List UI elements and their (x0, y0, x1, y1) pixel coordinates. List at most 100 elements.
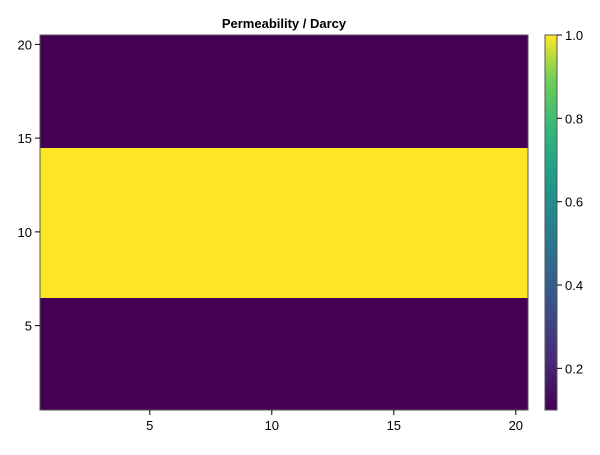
heatmap-cell (406, 297, 431, 317)
heatmap-cell (259, 53, 285, 73)
heatmap-cell (162, 128, 187, 148)
heatmap-cell (113, 391, 139, 411)
heatmap-cell (332, 91, 358, 111)
heatmap-cell (40, 166, 65, 186)
heatmap-cell (113, 335, 139, 355)
heatmap-cell (430, 203, 456, 223)
heatmap-cell (162, 391, 187, 411)
heatmap-cell (235, 335, 261, 355)
heatmap-cell (332, 222, 358, 242)
heatmap-cell (40, 110, 65, 130)
heatmap-cell (210, 203, 236, 223)
heatmap-cell (381, 53, 407, 73)
heatmap-cell (113, 203, 139, 223)
heatmap-cell (40, 241, 65, 261)
heatmap-cell (406, 260, 431, 280)
heatmap-cell (332, 53, 358, 73)
heatmap-cell (113, 222, 139, 242)
heatmap-cell (235, 222, 261, 242)
heatmap-cell (137, 110, 163, 130)
heatmap-cell (332, 166, 358, 186)
heatmap-cell (210, 297, 236, 317)
heatmap-cell (381, 335, 407, 355)
heatmap-cell (64, 335, 90, 355)
heatmap-cell (381, 72, 407, 92)
heatmap-cell (113, 35, 139, 55)
heatmap-cell (64, 91, 90, 111)
heatmap-cell (406, 166, 431, 186)
heatmap-cell (332, 335, 358, 355)
heatmap-cell (479, 203, 505, 223)
heatmap-cell (64, 35, 90, 55)
heatmap-cell (162, 260, 187, 280)
heatmap-cell (40, 147, 65, 167)
heatmap-cell (210, 147, 236, 167)
x-tick-label: 5 (146, 418, 153, 433)
heatmap-cell (162, 91, 187, 111)
heatmap-cell (284, 147, 309, 167)
heatmap-cell (308, 316, 334, 336)
heatmap-cell (235, 166, 261, 186)
heatmap-cell (64, 241, 90, 261)
heatmap-cell (308, 241, 334, 261)
heatmap-cell (503, 297, 529, 317)
heatmap-cell (479, 185, 505, 205)
heatmap-cell (332, 110, 358, 130)
heatmap-cell (479, 53, 505, 73)
heatmap-cell (503, 260, 529, 280)
heatmap-cell (357, 147, 383, 167)
heatmap-cell (64, 147, 90, 167)
heatmap-cell (88, 391, 114, 411)
heatmap-cell (332, 147, 358, 167)
heatmap-cell (64, 53, 90, 73)
heatmap-cell (186, 128, 212, 148)
heatmap-cell (430, 110, 456, 130)
heatmap-cell (186, 35, 212, 55)
heatmap-cell (430, 222, 456, 242)
heatmap-cell (332, 35, 358, 55)
heatmap-cell (430, 297, 456, 317)
heatmap-cell (406, 203, 431, 223)
heatmap-cell (308, 335, 334, 355)
heatmap-cell (406, 335, 431, 355)
heatmap-cell (479, 222, 505, 242)
heatmap-cell (259, 241, 285, 261)
heatmap-cell (479, 297, 505, 317)
heatmap-cell (64, 110, 90, 130)
heatmap-cell (308, 91, 334, 111)
heatmap-cell (381, 260, 407, 280)
heatmap-cell (210, 353, 236, 373)
heatmap-cell (503, 203, 529, 223)
heatmap-cell (40, 203, 65, 223)
heatmap-cell (88, 260, 114, 280)
heatmap-cell (503, 166, 529, 186)
heatmap-cell (479, 35, 505, 55)
heatmap-cell (308, 128, 334, 148)
heatmap-cell (308, 147, 334, 167)
heatmap-cell (40, 53, 65, 73)
x-tick-label: 20 (509, 418, 523, 433)
heatmap-cell (186, 260, 212, 280)
heatmap-cell (381, 241, 407, 261)
heatmap-cell (137, 35, 163, 55)
heatmap-cell (308, 72, 334, 92)
heatmap-cell (406, 391, 431, 411)
heatmap-cell (284, 372, 309, 392)
heatmap-cell (308, 260, 334, 280)
heatmap-cell (406, 53, 431, 73)
heatmap-cell (308, 353, 334, 373)
heatmap-cell (503, 110, 529, 130)
heatmap-cell (210, 166, 236, 186)
heatmap-cell (479, 353, 505, 373)
heatmap-cell (406, 110, 431, 130)
heatmap-cell (430, 91, 456, 111)
heatmap-cell (381, 147, 407, 167)
heatmap-cell (186, 72, 212, 92)
heatmap-cell (479, 72, 505, 92)
heatmap-cell (284, 203, 309, 223)
heatmap-cell (88, 316, 114, 336)
heatmap-cell (454, 391, 480, 411)
heatmap-cell (406, 185, 431, 205)
heatmap-cell (186, 241, 212, 261)
heatmap-cell (503, 91, 529, 111)
